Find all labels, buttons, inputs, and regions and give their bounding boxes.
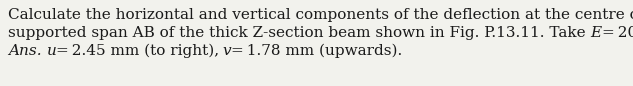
Text: = 1.78 mm (upwards).: = 1.78 mm (upwards). <box>231 44 403 58</box>
Text: u: u <box>46 44 56 58</box>
Text: supported span AB of the thick Z-section beam shown in Fig. P.13.11. Take: supported span AB of the thick Z-section… <box>8 26 591 40</box>
Text: E: E <box>591 26 601 40</box>
Text: Ans.: Ans. <box>8 44 42 58</box>
Text: = 2.45 mm (to right),: = 2.45 mm (to right), <box>56 44 223 58</box>
Text: v: v <box>223 44 231 58</box>
Text: = 200 000 N/mm: = 200 000 N/mm <box>601 26 633 40</box>
Text: Calculate the horizontal and vertical components of the deflection at the centre: Calculate the horizontal and vertical co… <box>8 8 633 22</box>
